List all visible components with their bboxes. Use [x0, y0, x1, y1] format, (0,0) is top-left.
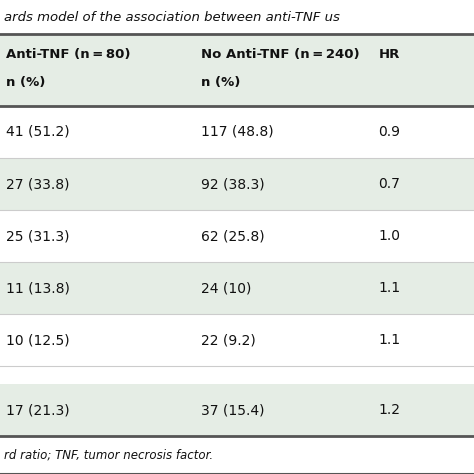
- Text: 117 (48.8): 117 (48.8): [201, 125, 273, 139]
- Bar: [0, 314, 474, 366]
- Text: rd ratio; TNF, tumor necrosis factor.: rd ratio; TNF, tumor necrosis factor.: [4, 449, 213, 462]
- Text: 92 (38.3): 92 (38.3): [201, 177, 264, 191]
- Text: 0.9: 0.9: [378, 125, 401, 139]
- Text: ards model of the association between anti-TNF us: ards model of the association between an…: [4, 10, 340, 24]
- Text: 11 (13.8): 11 (13.8): [6, 281, 70, 295]
- Text: 37 (15.4): 37 (15.4): [201, 403, 264, 417]
- Bar: [0, 436, 474, 474]
- Text: 22 (9.2): 22 (9.2): [201, 333, 255, 347]
- Text: 17 (21.3): 17 (21.3): [6, 403, 70, 417]
- Text: 27 (33.8): 27 (33.8): [6, 177, 70, 191]
- Bar: [0, 158, 474, 210]
- Text: 1.1: 1.1: [378, 333, 401, 347]
- Bar: [0, 34, 474, 106]
- Text: n (%): n (%): [201, 76, 240, 90]
- Text: 0.7: 0.7: [378, 177, 401, 191]
- Text: 1.2: 1.2: [378, 403, 401, 417]
- Text: HR: HR: [378, 48, 400, 61]
- Text: 1.0: 1.0: [378, 229, 401, 243]
- Text: Anti-TNF (n = 80): Anti-TNF (n = 80): [6, 48, 131, 61]
- Text: 41 (51.2): 41 (51.2): [6, 125, 70, 139]
- Bar: [0, 262, 474, 314]
- Bar: [0, 0, 474, 34]
- Text: 24 (10): 24 (10): [201, 281, 251, 295]
- Text: 1.1: 1.1: [378, 281, 401, 295]
- Text: 10 (12.5): 10 (12.5): [6, 333, 70, 347]
- Text: n (%): n (%): [6, 76, 46, 90]
- Bar: [0, 106, 474, 158]
- Bar: [0, 366, 474, 384]
- Bar: [0, 210, 474, 262]
- Text: 62 (25.8): 62 (25.8): [201, 229, 264, 243]
- Text: No Anti-TNF (n = 240): No Anti-TNF (n = 240): [201, 48, 359, 61]
- Bar: [0, 384, 474, 436]
- Text: 25 (31.3): 25 (31.3): [6, 229, 70, 243]
